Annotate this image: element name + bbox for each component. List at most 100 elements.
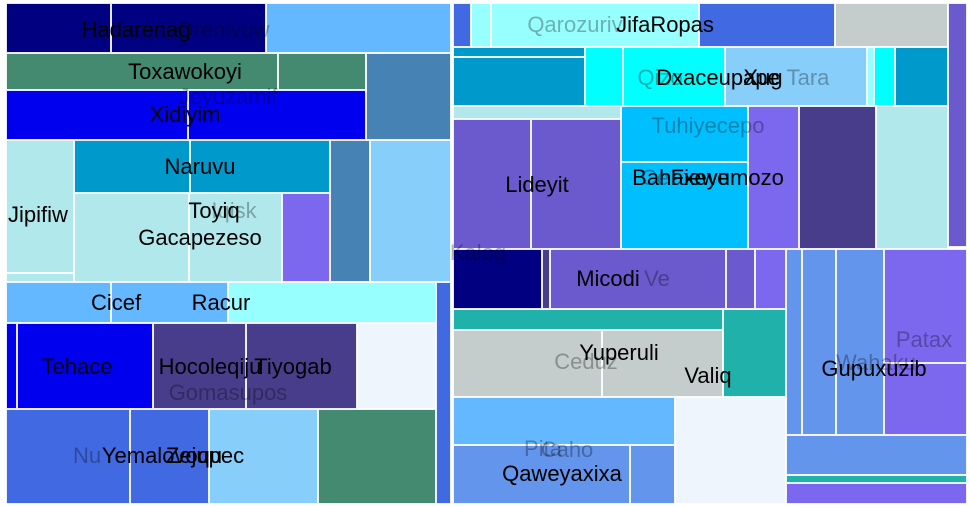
treemap-cell (370, 140, 451, 282)
treemap-cell-label: Pita (524, 436, 562, 461)
treemap-cell-label: Ceduz (554, 349, 618, 374)
treemap-cell-label: Ce (640, 165, 670, 190)
treemap-cell (6, 90, 188, 140)
treemap-cell (330, 140, 370, 282)
treemap-cell (6, 409, 130, 504)
treemap-cell (621, 106, 748, 162)
treemap-cell-label: Orenivuw (176, 17, 270, 42)
treemap-cell (602, 330, 723, 397)
treemap-cell (786, 435, 967, 475)
treemap-cell (17, 323, 153, 409)
treemap-cell-label: Ve (644, 266, 670, 291)
treemap-cell-label: Naruvu (164, 154, 236, 179)
treemap-cell-label: Micodi (576, 266, 640, 291)
treemap-cell (542, 249, 550, 309)
treemap-cell (836, 249, 884, 435)
treemap-cell (723, 309, 786, 397)
treemap-cell (153, 323, 246, 409)
treemap-cell-label: Dxaceupape (656, 65, 780, 90)
treemap-cell-label: Toyiq (188, 198, 240, 223)
treemap-cell-label: Gupuxuzib (821, 356, 927, 381)
treemap-cell-label: Patax (895, 327, 953, 352)
treemap-cell-label: Lideyit (505, 172, 569, 197)
treemap-cell (895, 47, 948, 106)
treemap-cell-label: Qaweyaxixa (502, 461, 622, 486)
treemap-cell (471, 3, 491, 47)
treemap-cell (786, 249, 802, 435)
treemap-cell-label: Xug (743, 65, 783, 90)
treemap-cell-label: Toxawokoyi (128, 59, 242, 84)
treemap-cell (699, 3, 835, 47)
treemap-cell (453, 309, 723, 330)
treemap-cell (884, 249, 967, 363)
treemap-cell-label: Qarozuriv (527, 12, 623, 37)
treemap-cell (366, 53, 451, 140)
treemap-cell-label: Tiyogab (254, 354, 332, 379)
treemap-cell-label: Xidiyim (149, 102, 221, 127)
treemap-cell-label: JifaRopas (616, 12, 714, 37)
treemap-cell (74, 140, 190, 193)
treemap-cell (948, 3, 967, 247)
treemap-cell-label: Nu (72, 443, 102, 468)
treemap-cell (874, 47, 895, 106)
treemap-cell-label: Valiq (684, 363, 732, 388)
treemap-cell-label: Bahaxeyumozo (632, 165, 784, 190)
treemap-cell (755, 249, 786, 309)
treemap-cell (6, 3, 111, 53)
treemap-cell (884, 363, 967, 435)
treemap-cell-label: Tara (786, 65, 830, 90)
treemap-cell (453, 445, 630, 504)
treemap-cell (188, 90, 366, 140)
treemap-cell (318, 409, 436, 504)
treemap-cell (453, 119, 531, 249)
treemap-cell (675, 397, 786, 504)
treemap-cell (209, 409, 318, 504)
treemap-cell (621, 162, 748, 249)
treemap-cell-label: Wahaku (836, 350, 916, 375)
treemap-cell-label: Racur (191, 290, 251, 315)
treemap-cell-label: Yemalovoqu (101, 443, 223, 468)
treemap-cell (453, 106, 621, 119)
treemap-cell-label: Yuperuli (579, 340, 659, 365)
treemap-cell (835, 3, 948, 47)
treemap-cell (6, 140, 74, 273)
treemap-cell (6, 53, 278, 90)
treemap-cell-label: Iqisk (211, 198, 257, 223)
treemap-cell (453, 47, 585, 57)
treemap-cell (726, 249, 755, 309)
treemap-cell (453, 330, 602, 397)
treemap-cell (282, 193, 330, 282)
treemap-cell-label: Tuhiyecepo (651, 113, 765, 138)
treemap-cell (436, 282, 451, 504)
treemap-cell (130, 409, 209, 504)
treemap-cell (585, 47, 623, 106)
treemap-cell-label: Fiewe (670, 165, 730, 190)
treemap-cell (786, 483, 967, 504)
treemap-cell (190, 140, 330, 193)
treemap-cell (228, 282, 436, 323)
treemap-cell (111, 282, 228, 323)
treemap-cell (786, 475, 967, 483)
treemap-cell-label: Zejupec (165, 443, 245, 468)
treemap-cell (867, 47, 874, 106)
treemap-cell (630, 445, 675, 504)
treemap-cell (491, 3, 699, 47)
treemap-cell-label: Jeyuzamif (178, 84, 278, 109)
treemap-cell (357, 323, 436, 409)
treemap-cell (725, 47, 867, 106)
treemap-cell-label: Caho (540, 437, 594, 462)
treemap-cell-label: Hadarenag (81, 17, 191, 42)
treemap-cell (6, 282, 111, 323)
treemap-cell-label: Qizo (637, 65, 683, 90)
treemap-cell (246, 323, 357, 409)
treemap-cell-label: Jipifiw (8, 202, 68, 227)
treemap-cell (876, 106, 948, 249)
treemap-cell (74, 193, 189, 282)
treemap-cell-label: Gacapezeso (138, 225, 262, 250)
treemap-cell (748, 106, 799, 249)
treemap-cell (531, 119, 621, 249)
treemap-cell (802, 249, 836, 435)
